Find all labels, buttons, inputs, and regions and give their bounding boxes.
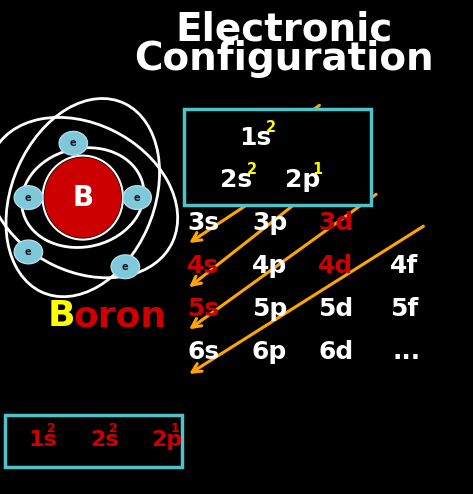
Text: 5p: 5p — [252, 297, 287, 321]
Text: 5s: 5s — [187, 297, 219, 321]
Text: Configuration: Configuration — [134, 41, 434, 78]
Ellipse shape — [14, 240, 43, 264]
Text: 6s: 6s — [187, 340, 219, 364]
Text: e: e — [122, 262, 129, 272]
Text: 2p: 2p — [151, 430, 183, 450]
Text: 2s: 2s — [220, 168, 253, 192]
Text: 1s: 1s — [28, 430, 57, 450]
Text: 4f: 4f — [390, 254, 419, 278]
Ellipse shape — [123, 186, 151, 209]
Ellipse shape — [14, 186, 43, 209]
Text: e: e — [134, 193, 140, 203]
Text: 5d: 5d — [318, 297, 353, 321]
Text: Electronic: Electronic — [175, 11, 393, 48]
Text: 3p: 3p — [252, 211, 287, 235]
Text: 5f: 5f — [390, 297, 419, 321]
Ellipse shape — [111, 255, 140, 279]
Text: 2: 2 — [47, 422, 56, 435]
Text: B: B — [72, 184, 93, 211]
Text: 2: 2 — [246, 162, 257, 177]
Text: e: e — [25, 247, 32, 257]
Text: B: B — [47, 299, 75, 333]
Text: 3s: 3s — [187, 211, 219, 235]
FancyBboxPatch shape — [5, 415, 182, 467]
Text: 2: 2 — [109, 422, 117, 435]
Text: e: e — [25, 193, 32, 203]
Text: ...: ... — [393, 340, 421, 364]
Circle shape — [45, 158, 121, 237]
Text: 1: 1 — [170, 422, 179, 435]
Text: 1: 1 — [313, 162, 323, 177]
Text: 3d: 3d — [318, 211, 353, 235]
Text: 2: 2 — [265, 120, 276, 135]
Text: 6p: 6p — [252, 340, 287, 364]
Text: oron: oron — [73, 299, 166, 333]
Text: 4d: 4d — [318, 254, 353, 278]
Ellipse shape — [59, 131, 88, 155]
Text: 1s: 1s — [239, 126, 272, 150]
FancyBboxPatch shape — [184, 109, 371, 205]
Text: 2s: 2s — [90, 430, 119, 450]
Text: 2p: 2p — [285, 168, 320, 192]
Text: 4s: 4s — [187, 254, 219, 278]
Text: e: e — [70, 138, 77, 148]
Text: 6d: 6d — [318, 340, 353, 364]
Text: 4p: 4p — [252, 254, 287, 278]
